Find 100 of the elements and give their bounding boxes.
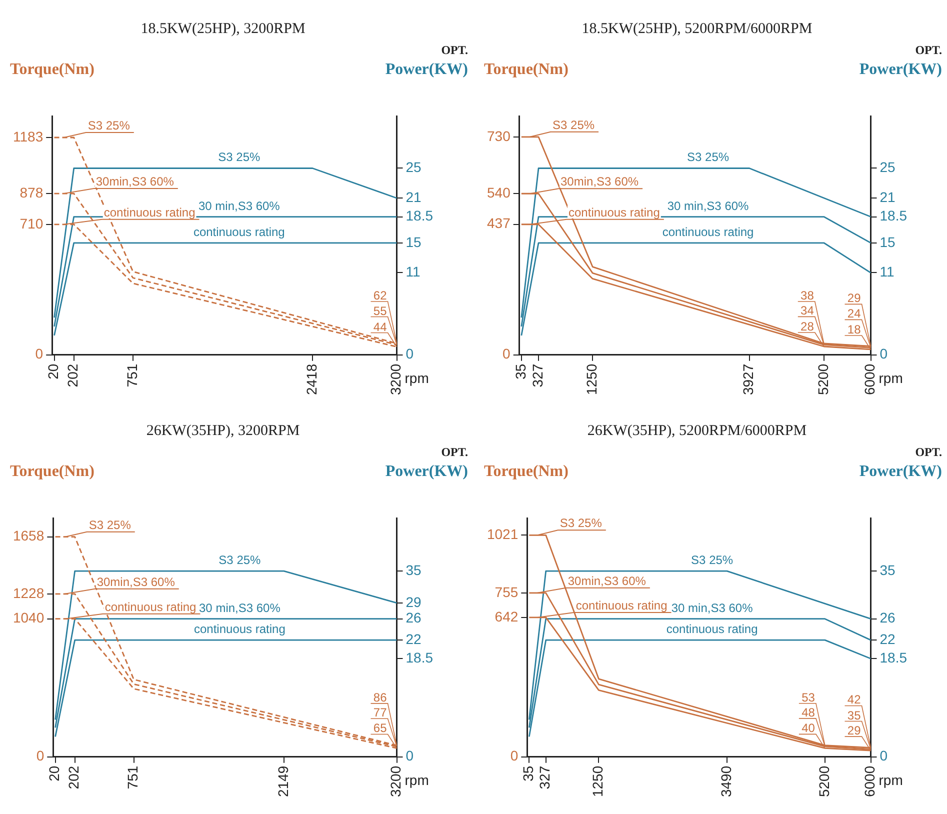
y2-tick-label: 35 <box>406 562 422 578</box>
series-label: 30 min,S3 60% <box>198 198 280 213</box>
y2-tick-label: 26 <box>406 610 422 626</box>
y-tick-label: 1658 <box>12 528 44 544</box>
y-tick-label: 437 <box>487 215 511 232</box>
y-tick-label: 1183 <box>12 128 44 144</box>
x-tick-label: 2149 <box>274 766 291 798</box>
x-tick-label: 327 <box>529 364 546 388</box>
series-label: continuous rating <box>666 622 758 636</box>
x-tick-label: 3200 <box>388 766 404 798</box>
x-tick-label: 751 <box>124 766 141 790</box>
data-label: 44 <box>373 320 388 334</box>
text: continuous rating <box>568 205 660 220</box>
data-label: 35 <box>847 708 862 722</box>
y-tick-label: 1228 <box>12 584 44 601</box>
chart-title: 18.5KW(25HP), 3200RPM <box>140 20 306 37</box>
y2-tick-label: 35 <box>880 562 896 578</box>
text: continuous rating <box>576 598 668 612</box>
x-tick-label: 20 <box>46 766 62 782</box>
series-label: continuous rating <box>193 224 285 239</box>
series-label: 30min,S3 60% <box>560 174 639 189</box>
text: OPT. <box>915 445 942 459</box>
y-tick-label: 755 <box>494 584 518 600</box>
x-tick-label: 20 <box>45 364 62 380</box>
series-label: 30 min,S3 60% <box>199 600 281 615</box>
text: OPT. <box>915 43 942 57</box>
text: OPT. <box>441 43 468 57</box>
x-tick-label: 35 <box>520 766 536 782</box>
x-tick-label: 202 <box>66 766 82 790</box>
x-axis-title: rpm <box>878 370 903 386</box>
y2-tick-label: 25 <box>880 159 896 176</box>
y-tick-label: 540 <box>487 184 511 200</box>
y-tick-label: 0 <box>36 748 44 764</box>
y2-tick-label: 18.5 <box>406 208 434 224</box>
series-label: S3 25% <box>560 516 602 530</box>
y2-tick-label: 29 <box>406 594 422 610</box>
x-axis-title: rpm <box>404 370 429 386</box>
data-label: 65 <box>373 721 388 736</box>
x-tick-label: 3490 <box>718 766 734 798</box>
y-tick-label: 878 <box>20 184 44 200</box>
y2-tick-label: 15 <box>406 234 422 250</box>
y-tick-label: 0 <box>35 346 44 362</box>
chart-title: 26KW(35HP), 5200RPM/6000RPM <box>587 422 807 439</box>
y2-tick-label: 0 <box>406 346 414 362</box>
x-tick-label: 3200 <box>388 364 404 396</box>
data-label: 55 <box>373 304 388 318</box>
x-axis-title: rpm <box>878 772 903 788</box>
text: continuous rating <box>104 600 196 614</box>
x-axis-title: rpm <box>404 772 429 788</box>
y2-tick-label: 21 <box>406 188 422 205</box>
x-tick-label: 5200 <box>816 766 832 798</box>
x-tick-label: 751 <box>124 364 140 388</box>
x-tick-label: 202 <box>64 364 81 388</box>
data-label: 42 <box>847 692 862 707</box>
y2-tick-label: 11 <box>406 264 420 280</box>
series-label: S3 25% <box>88 518 132 532</box>
data-label: 24 <box>847 306 862 321</box>
y-tick-label: 642 <box>494 608 518 624</box>
y2-tick-label: 0 <box>880 748 888 764</box>
series-label: S3 25% <box>218 553 262 568</box>
y2-tick-label: 11 <box>880 264 894 280</box>
chart-title: 26KW(35HP), 3200RPM <box>146 422 300 439</box>
x-tick-label: 3927 <box>740 364 756 396</box>
y2-tick-label: 18.5 <box>406 650 434 666</box>
y-tick-label: 1040 <box>12 610 44 626</box>
series-label: S3 25% <box>218 150 261 164</box>
series-label: continuous rating <box>194 622 286 636</box>
y2-tick-label: 25 <box>406 159 422 176</box>
data-label: 53 <box>802 690 816 704</box>
x-tick-label: 5200 <box>814 364 831 396</box>
data-label: 28 <box>800 319 814 334</box>
x-tick-label: 327 <box>536 766 553 790</box>
data-label: 40 <box>802 721 816 736</box>
series-label: 30min,S3 60% <box>96 574 176 589</box>
y2-tick-label: 15 <box>880 234 896 250</box>
y2-axis-title: Power(KW) <box>385 463 468 480</box>
y-axis-title: Torque(Nm) <box>10 61 94 78</box>
series-label: 30min,S3 60% <box>568 574 646 588</box>
y2-axis-title: Power(KW) <box>385 61 468 78</box>
series-label: 30 min,S3 60% <box>671 600 754 615</box>
chart-title: 18.5KW(25HP), 5200RPM/6000RPM <box>582 20 812 37</box>
y-tick-label: 1021 <box>486 526 518 542</box>
data-label: 18 <box>847 322 862 336</box>
data-label: 29 <box>847 724 862 738</box>
series-label: 30 min,S3 60% <box>667 198 750 213</box>
y2-tick-label: 18.5 <box>880 650 908 666</box>
y-tick-label: 710 <box>20 215 44 232</box>
x-tick-label: 6000 <box>862 766 878 798</box>
y-axis-title: Torque(Nm) <box>10 463 94 480</box>
y2-tick-label: 18.5 <box>880 208 908 224</box>
data-label: 34 <box>800 304 814 318</box>
y2-axis-title: Power(KW) <box>859 463 942 480</box>
y2-tick-label: 0 <box>880 346 888 362</box>
series-label: S3 25% <box>88 118 130 132</box>
y2-axis-title: Power(KW) <box>859 61 942 78</box>
x-tick-label: 6000 <box>862 364 878 396</box>
text: continuous rating <box>104 205 196 220</box>
data-label: 77 <box>373 706 388 720</box>
x-tick-label: 35 <box>512 364 528 380</box>
y2-tick-label: 22 <box>880 630 896 647</box>
